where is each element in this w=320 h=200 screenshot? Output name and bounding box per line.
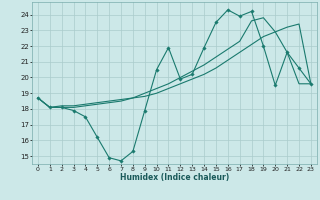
X-axis label: Humidex (Indice chaleur): Humidex (Indice chaleur) (120, 173, 229, 182)
